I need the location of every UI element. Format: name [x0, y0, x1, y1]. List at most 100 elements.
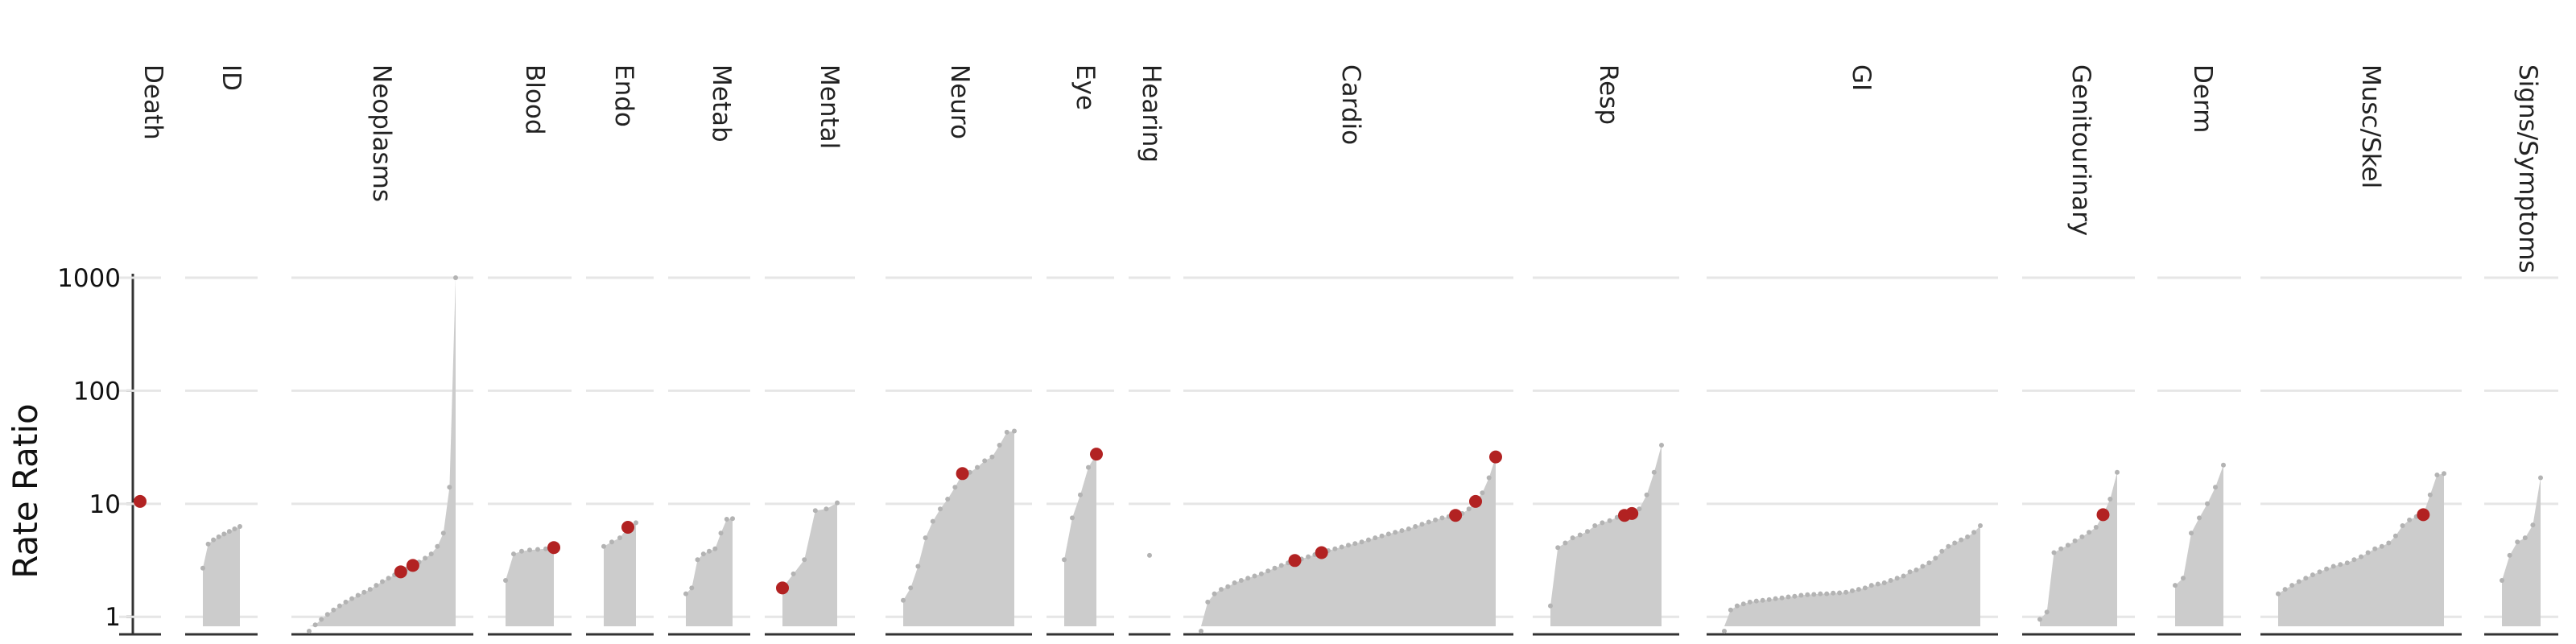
y-tick-label: 10	[89, 490, 121, 519]
data-point	[1875, 581, 1880, 587]
data-point	[1238, 578, 1244, 583]
highlighted-point	[956, 467, 969, 481]
panel-title: Hearing	[1137, 64, 1166, 163]
data-point	[361, 589, 367, 595]
data-point	[601, 543, 606, 549]
data-point	[2107, 497, 2113, 502]
series-area	[1550, 445, 1662, 626]
data-point	[1419, 522, 1425, 527]
panel-title: Signs/Symptoms	[2513, 64, 2542, 274]
data-point	[1004, 429, 1009, 435]
data-point	[307, 629, 312, 634]
data-point	[712, 546, 718, 551]
data-point	[1881, 580, 1887, 585]
data-point	[2359, 554, 2363, 559]
data-point	[2189, 530, 2194, 536]
data-point	[211, 537, 217, 543]
data-point	[1332, 546, 1338, 551]
highlighted-point	[1489, 450, 1502, 464]
data-point	[336, 603, 342, 609]
highlighted-point	[1469, 494, 1482, 508]
data-point	[930, 518, 935, 524]
data-point	[730, 516, 735, 522]
data-point	[1939, 548, 1945, 554]
data-point	[2500, 578, 2504, 583]
data-point	[634, 520, 638, 526]
data-point	[1252, 573, 1257, 579]
data-point	[1856, 587, 1861, 592]
panel-title: Neuro	[945, 64, 974, 139]
data-point	[975, 464, 980, 470]
data-point	[1907, 569, 1913, 575]
data-point	[2303, 576, 2309, 581]
data-point	[1399, 528, 1405, 534]
data-point	[1585, 529, 1590, 535]
data-point	[2522, 535, 2528, 541]
panel-title: Cardio	[1336, 64, 1365, 145]
data-point	[2538, 475, 2543, 481]
data-point	[1486, 475, 1492, 481]
data-point	[2442, 471, 2446, 477]
data-point	[435, 543, 440, 549]
panel-mental: Mental	[765, 64, 855, 636]
data-point	[1086, 464, 1091, 470]
panel-neuro: Neuro	[886, 64, 1032, 636]
data-point	[2065, 543, 2070, 548]
data-point	[2197, 515, 2202, 521]
panel-musc-skel: Musc/Skel	[2260, 64, 2462, 636]
data-point	[1205, 599, 1211, 605]
data-point	[982, 458, 988, 464]
data-point	[1466, 506, 1472, 512]
panel-title: ID	[217, 64, 246, 91]
data-point	[1265, 568, 1271, 574]
data-point	[511, 551, 516, 557]
data-point	[1843, 589, 1849, 595]
data-point	[1766, 597, 1772, 602]
data-point	[2087, 530, 2092, 535]
data-point	[349, 596, 355, 601]
data-point	[440, 530, 446, 536]
data-point	[1920, 564, 1926, 569]
data-point	[1272, 565, 1278, 571]
data-point	[923, 535, 928, 541]
data-point	[2379, 543, 2384, 549]
y-tick-label: 1	[105, 603, 121, 632]
data-point	[2434, 473, 2440, 477]
data-point	[835, 500, 840, 506]
series-area	[2502, 477, 2541, 626]
data-point	[1232, 580, 1237, 585]
data-point	[952, 485, 958, 490]
data-point	[1805, 592, 1810, 597]
data-point	[695, 557, 700, 563]
data-point	[331, 607, 336, 613]
data-point	[1913, 568, 1919, 572]
series-area	[309, 278, 456, 626]
highlighted-point	[1288, 554, 1302, 568]
data-point	[1426, 519, 1431, 525]
highlighted-point	[1625, 506, 1639, 520]
highlighted-point	[2417, 508, 2430, 522]
series-area	[686, 518, 733, 626]
data-point	[824, 506, 829, 512]
data-point	[1592, 523, 1598, 528]
data-point	[1379, 533, 1385, 539]
facet-panels: Death ID Neoplasms Blood Endo Metab Mental Neur…	[119, 64, 2558, 636]
data-point	[2515, 539, 2520, 545]
series-area	[2040, 472, 2117, 626]
data-point	[1952, 540, 1958, 546]
data-point	[997, 443, 1002, 448]
series-area	[1724, 526, 1980, 626]
series-area	[903, 431, 1014, 626]
series-area	[1064, 454, 1096, 626]
data-point	[2221, 462, 2226, 468]
data-point	[1798, 592, 1804, 598]
data-point	[386, 576, 391, 581]
data-point	[1659, 443, 1664, 448]
series-area	[506, 547, 554, 626]
data-point	[355, 592, 361, 598]
data-point	[1212, 591, 1217, 597]
data-point	[1339, 544, 1344, 550]
data-point	[324, 612, 330, 617]
data-point	[915, 564, 921, 569]
panel-metab: Metab	[668, 64, 750, 636]
